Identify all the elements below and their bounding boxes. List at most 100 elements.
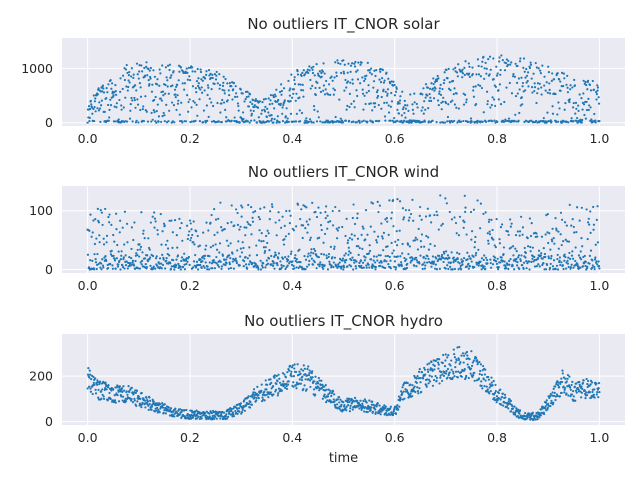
hydro-point xyxy=(294,384,297,387)
wind-point xyxy=(270,203,274,206)
y-tick-label: 0 xyxy=(45,262,53,277)
wind-point xyxy=(525,267,528,270)
hydro-point xyxy=(112,388,115,391)
solar-point xyxy=(588,104,591,107)
wind-point xyxy=(408,245,411,248)
hydro-point xyxy=(143,399,147,402)
wind-point xyxy=(546,212,549,216)
wind-point xyxy=(319,224,323,227)
solar-point xyxy=(118,98,121,102)
solar-point xyxy=(541,64,544,67)
hydro-point xyxy=(332,398,335,401)
wind-point xyxy=(580,206,583,209)
solar-point xyxy=(136,103,140,106)
hydro-point xyxy=(325,388,328,391)
wind-point xyxy=(246,267,249,270)
solar-point xyxy=(523,120,526,124)
solar-point xyxy=(281,120,285,123)
wind-point xyxy=(448,256,451,260)
wind-point xyxy=(138,267,142,270)
solar-point xyxy=(150,120,153,123)
wind-point xyxy=(591,264,594,267)
solar-point xyxy=(522,57,526,60)
solar-point xyxy=(325,79,328,83)
wind-point xyxy=(360,264,363,267)
solar-point xyxy=(533,89,536,93)
hydro-point xyxy=(269,378,272,381)
solar-point xyxy=(372,86,375,89)
solar-point xyxy=(300,89,303,92)
hydro-point xyxy=(257,397,260,400)
wind-point xyxy=(557,230,560,233)
hydro-point xyxy=(502,404,505,407)
solar-point xyxy=(525,81,528,84)
wind-point xyxy=(333,256,336,259)
hydro-point xyxy=(107,384,110,387)
hydro-point xyxy=(250,403,253,406)
hydro-point xyxy=(588,391,592,394)
hydro-point xyxy=(409,383,412,386)
solar-point xyxy=(488,119,491,122)
wind-point xyxy=(177,262,180,265)
wind-point xyxy=(364,238,367,241)
hydro-point xyxy=(321,383,324,387)
wind-point xyxy=(570,254,574,257)
solar-point xyxy=(522,66,525,69)
wind-point xyxy=(275,234,278,237)
wind-point xyxy=(111,264,114,267)
solar-point xyxy=(312,65,315,68)
wind-point xyxy=(93,268,96,271)
hydro-point xyxy=(252,391,255,394)
solar-point xyxy=(484,120,488,123)
wind-point xyxy=(417,227,420,231)
wind-point xyxy=(185,262,188,266)
wind-point xyxy=(342,268,345,271)
solar-point xyxy=(348,105,351,109)
hydro-point xyxy=(222,411,226,414)
solar-point xyxy=(375,119,378,123)
wind-point xyxy=(457,234,461,237)
solar-point xyxy=(211,76,214,80)
hydro-point xyxy=(110,389,113,392)
wind-point xyxy=(304,268,307,271)
solar-point xyxy=(153,98,156,102)
hydro-point xyxy=(371,400,374,403)
solar-point xyxy=(314,93,317,97)
wind-point xyxy=(524,256,527,259)
wind-point xyxy=(340,267,343,270)
hydro-point xyxy=(465,374,468,378)
wind-point xyxy=(552,259,556,262)
wind-point xyxy=(355,267,358,270)
solar-point xyxy=(316,72,320,75)
solar-point xyxy=(566,74,569,77)
wind-point xyxy=(139,261,142,264)
solar-point xyxy=(199,70,203,74)
wind-point xyxy=(270,263,273,266)
wind-point xyxy=(341,259,344,262)
wind-point xyxy=(296,203,300,206)
hydro-point xyxy=(389,407,392,410)
solar-point xyxy=(491,120,494,123)
solar-point xyxy=(461,68,464,71)
hydro-point xyxy=(155,403,158,407)
solar-point xyxy=(385,101,388,104)
wind-point xyxy=(181,265,185,269)
solar-point xyxy=(592,88,596,91)
solar-point xyxy=(386,92,389,95)
hydro-point xyxy=(302,387,305,391)
hydro-point xyxy=(89,390,92,393)
hydro-point xyxy=(437,367,440,370)
solar-point xyxy=(239,88,242,91)
wind-point xyxy=(314,249,317,252)
wind-point xyxy=(400,261,403,264)
wind-point xyxy=(215,262,218,265)
wind-point xyxy=(180,221,183,225)
solar-point xyxy=(375,90,379,94)
solar-point xyxy=(380,95,383,99)
solar-point xyxy=(145,61,148,64)
wind-point xyxy=(548,232,551,235)
solar-point xyxy=(269,93,272,97)
hydro-point xyxy=(152,400,155,403)
hydro-point xyxy=(505,405,508,408)
hydro-point xyxy=(298,370,301,373)
